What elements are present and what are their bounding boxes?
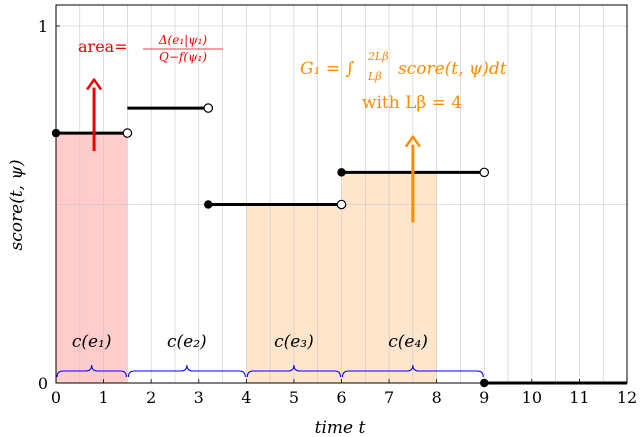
grid <box>56 5 627 383</box>
segment-start-point <box>337 168 346 177</box>
g1-annotation: G₁ = ∫ 2Lβ Lβ score(t, ψ)dt with Lβ = 4 <box>300 50 507 113</box>
segment-end-point <box>203 103 214 113</box>
brace-label-2: c(e₃) <box>274 332 314 352</box>
x-tick-label: 4 <box>241 388 251 407</box>
brace-3 <box>341 364 484 378</box>
x-tick-label: 10 <box>522 388 542 407</box>
x-tick-label: 9 <box>479 388 489 407</box>
g1-condition: with Lβ = 4 <box>362 93 462 113</box>
x-tick-label: 3 <box>194 388 204 407</box>
x-axis-label: time t <box>315 418 366 437</box>
x-tick-label: 1 <box>98 388 108 407</box>
y-tick-label: 0 <box>38 374 48 393</box>
x-tick-label: 11 <box>569 388 589 407</box>
brace-label-1: c(e₂) <box>167 332 207 352</box>
x-tick-label: 5 <box>289 388 299 407</box>
segment-start-point <box>204 200 213 209</box>
x-tick-label: 0 <box>51 388 61 407</box>
x-tick-label: 6 <box>336 388 346 407</box>
y-axis-label: score(t, ψ) <box>7 160 27 251</box>
g1-lower-limit: Lβ <box>367 70 382 83</box>
x-tick-label: 12 <box>617 388 637 407</box>
area-annotation: area= Δ(e₁|ψ₁) Q−f(ψ₁) <box>78 33 223 64</box>
area-numerator: Δ(e₁|ψ₁) <box>158 33 208 47</box>
brace-0 <box>56 364 127 378</box>
x-tick-label: 2 <box>146 388 156 407</box>
segment-end-point <box>122 128 133 138</box>
x-tick-label: 8 <box>432 388 442 407</box>
brace-1 <box>127 364 246 378</box>
braces: c(e₁) c(e₂) c(e₃) c(e₄) <box>56 332 484 378</box>
segment-end-point <box>336 199 347 210</box>
area-label: area= <box>78 37 128 56</box>
brace-2 <box>246 364 342 378</box>
x-tick-label: 7 <box>384 388 394 407</box>
brace-label-3: c(e₄) <box>388 332 428 352</box>
brace-label-0: c(e₁) <box>72 332 112 352</box>
g1-upper-limit: 2Lβ <box>367 50 389 63</box>
g1-integral: G₁ = ∫ <box>300 59 354 79</box>
y-tick-label: 1 <box>38 17 48 36</box>
segment-end-point <box>479 167 490 178</box>
area-denominator: Q−f(ψ₁) <box>159 50 207 64</box>
arrow-head-1 <box>404 135 421 148</box>
shaded-region-0 <box>56 133 128 383</box>
arrow-head-0 <box>86 78 103 91</box>
arrows <box>86 78 421 223</box>
g1-integrand: score(t, ψ)dt <box>398 59 507 79</box>
